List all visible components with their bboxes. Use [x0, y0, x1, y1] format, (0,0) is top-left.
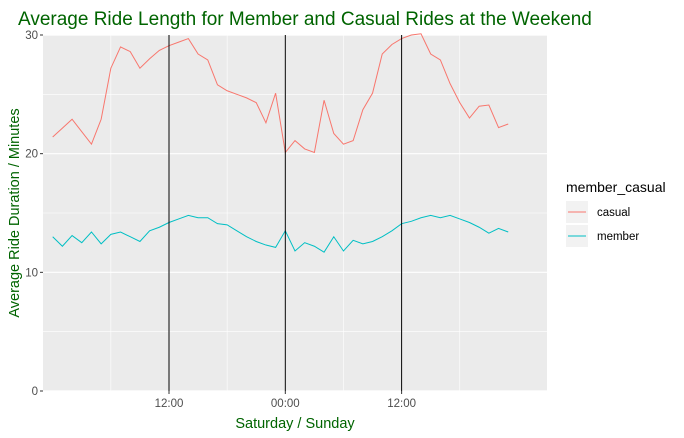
series-line-casual — [52, 33, 509, 154]
y-axis: 0 10 20 30 — [25, 30, 43, 398]
y-tick-label: 0 — [32, 386, 38, 398]
reference-lines — [168, 35, 403, 391]
y-tick-label: 10 — [25, 267, 38, 279]
series-lines — [52, 33, 509, 253]
legend: member_casual casual member — [566, 179, 666, 247]
legend-title: member_casual — [566, 179, 666, 195]
minor-gridlines — [43, 35, 547, 391]
series-line-member — [52, 214, 509, 253]
y-tick-label: 20 — [25, 149, 38, 161]
legend-label-member: member — [597, 231, 639, 243]
x-axis: 12:00 00:00 12:00 — [155, 391, 416, 410]
y-tick-label: 30 — [25, 30, 38, 42]
x-tick-label: 12:00 — [387, 398, 416, 410]
legend-label-casual: casual — [597, 207, 630, 219]
chart-title: Average Ride Length for Member and Casua… — [18, 9, 592, 30]
x-axis-title: Saturday / Sunday — [235, 416, 355, 432]
y-axis-title: Average Ride Duration / Minutes — [7, 108, 23, 317]
x-tick-label: 12:00 — [155, 398, 184, 410]
x-tick-label: 00:00 — [271, 398, 300, 410]
